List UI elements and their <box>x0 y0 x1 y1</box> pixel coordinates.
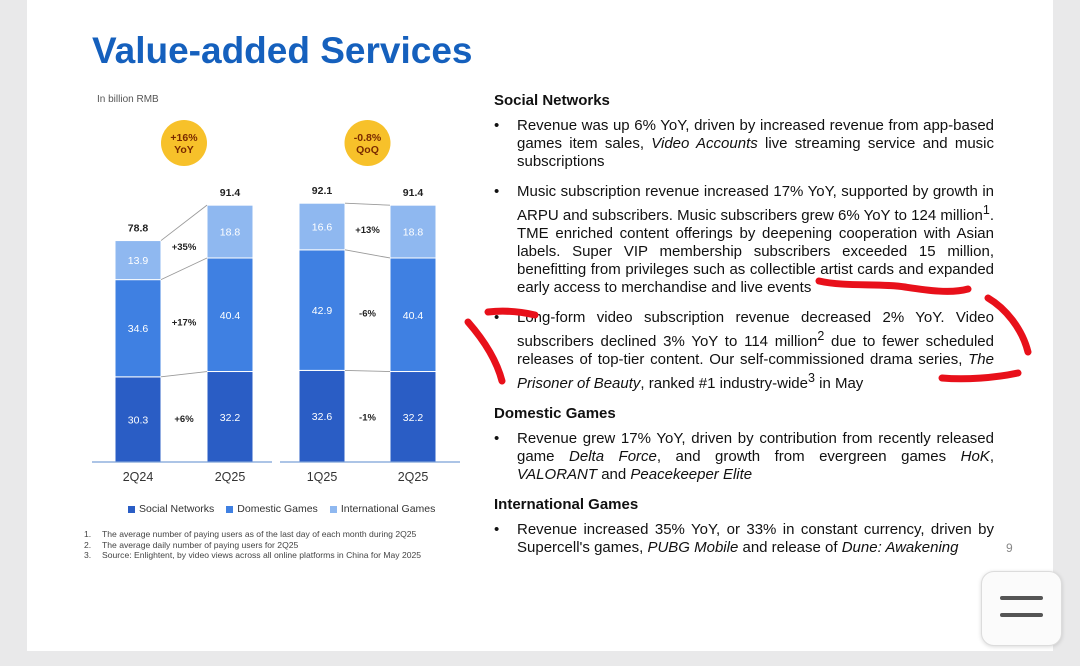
page-number: 9 <box>1006 541 1013 555</box>
bullet-item: Music subscription revenue increased 17%… <box>494 183 994 297</box>
bar-segment <box>389 371 437 463</box>
legend-item-domestic: Domestic Games <box>226 503 318 515</box>
x-tick-label: 2Q25 <box>215 470 246 484</box>
legend-item-international: International Games <box>329 503 436 515</box>
badge-label: -0.8% <box>354 132 382 144</box>
hamburger-menu-icon-bar <box>1000 613 1043 617</box>
bar-segment <box>298 369 346 463</box>
x-tick-label: 2Q25 <box>398 470 429 484</box>
hamburger-menu-icon <box>1000 596 1043 600</box>
connector-line <box>344 369 391 372</box>
connector-line <box>160 257 208 281</box>
bar-segment <box>206 204 254 259</box>
section-heading-domestic-games: Domestic Games <box>494 405 616 422</box>
bar-value-label: 32.6 <box>312 411 333 423</box>
badge-label: QoQ <box>356 144 379 156</box>
bar-segment <box>389 204 437 259</box>
bar-segment <box>389 257 437 373</box>
badge-label: YoY <box>174 144 194 156</box>
connector-line <box>160 204 208 241</box>
bullet-list-social-networks: Revenue was up 6% YoY, driven by increas… <box>494 117 994 393</box>
change-label: -6% <box>359 308 376 319</box>
bar-total-label: 91.4 <box>220 187 241 199</box>
bar-value-label: 18.8 <box>220 227 241 239</box>
legend-swatch-domestic <box>226 505 234 513</box>
chart-unit-label: In billion RMB <box>97 94 159 105</box>
stacked-bar-chart: 30.3 34.6 13.9 78.8 2Q24 32.2 40.4 18.8 91.4 2Q25… <box>92 120 460 484</box>
footnote: 3. Source: Enlightent, by video views acr… <box>84 550 422 560</box>
bullet-item: Revenue grew 17% YoY, driven by contribu… <box>494 430 994 484</box>
bar-value-label: 42.9 <box>312 305 333 317</box>
chart-legend: Social Networks Domestic Games Internati… <box>128 503 435 515</box>
bar-value-label: 32.2 <box>403 412 424 424</box>
bar-total-label: 92.1 <box>312 185 333 197</box>
legend-swatch-social <box>128 505 135 513</box>
section-heading-international-games: International Games <box>494 496 639 513</box>
bullet-item: Revenue increased 35% YoY, or 33% in con… <box>494 521 994 557</box>
x-tick-label: 2Q24 <box>123 470 154 484</box>
bar-value-label: 30.3 <box>128 414 149 426</box>
change-label: +17% <box>172 318 197 329</box>
bar-segment <box>206 257 254 373</box>
commentary-panel: Social Networks Revenue was up 6% YoY, d… <box>494 92 994 569</box>
bar-value-label: 18.8 <box>403 227 424 239</box>
bar-value-label: 13.9 <box>128 255 149 267</box>
x-tick-label: 1Q25 <box>307 470 338 484</box>
bullet-list-domestic-games: Revenue grew 17% YoY, driven by contribu… <box>494 430 994 484</box>
bar-segment <box>114 240 162 281</box>
bar-value-label: 34.6 <box>128 323 149 335</box>
connector-line <box>160 371 208 378</box>
bar-value-label: 40.4 <box>403 310 424 322</box>
legend-item-social: Social Networks <box>128 503 214 515</box>
bar-segment <box>114 376 162 463</box>
hamburger-menu-button[interactable] <box>981 571 1062 646</box>
bar-value-label: 32.2 <box>220 412 241 424</box>
legend-swatch-international <box>329 505 337 513</box>
bullet-item: Revenue was up 6% YoY, driven by increas… <box>494 117 994 171</box>
change-label: +6% <box>174 414 194 425</box>
section-heading-social-networks: Social Networks <box>494 92 610 109</box>
bar-total-label: 78.8 <box>128 223 149 235</box>
footnote: 1. The average number of paying users as … <box>84 529 417 539</box>
bullet-item: Long-form video subscription revenue dec… <box>494 309 994 393</box>
connector-line <box>344 202 391 206</box>
footnote: 2. The average daily number of paying use… <box>84 539 299 550</box>
legend-label: Social Networks <box>139 503 215 515</box>
change-label: +35% <box>172 242 197 253</box>
change-label: -1% <box>359 412 376 423</box>
bar-total-label: 91.4 <box>403 187 424 199</box>
legend-label: Domestic Games <box>237 503 318 515</box>
bullet-list-international-games: Revenue increased 35% YoY, or 33% in con… <box>494 521 994 557</box>
change-badge <box>344 120 391 166</box>
change-label: +13% <box>355 225 380 236</box>
badge-label: +16% <box>170 132 198 144</box>
slide-title: Value-added Services <box>92 30 473 71</box>
legend-label: International Games <box>340 503 436 515</box>
footnotes: 1. The average number of paying users as … <box>84 529 421 561</box>
bar-value-label: 16.6 <box>312 222 333 234</box>
bar-value-label: 40.4 <box>220 310 241 322</box>
bar-segment <box>298 202 346 251</box>
bar-segment <box>298 249 346 371</box>
connector-line <box>344 249 391 259</box>
change-badge <box>161 120 207 166</box>
